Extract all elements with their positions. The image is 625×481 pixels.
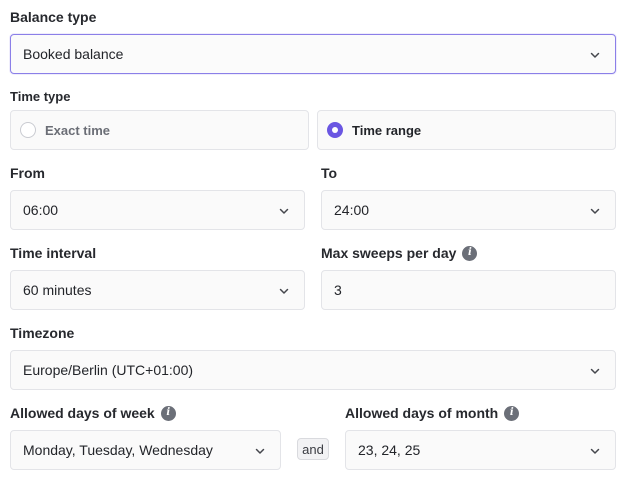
days-of-month-label: Allowed days of month i — [345, 404, 520, 422]
max-sweeps-input[interactable]: 3 — [321, 270, 616, 310]
from-label: From — [10, 164, 45, 182]
max-sweeps-value: 3 — [334, 282, 342, 298]
to-label-text: To — [321, 165, 338, 181]
and-connector-text: and — [302, 441, 324, 457]
radio-time-range[interactable]: Time range — [317, 110, 616, 150]
chevron-down-icon — [589, 205, 601, 217]
max-sweeps-label: Max sweeps per day i — [321, 244, 478, 262]
to-value: 24:00 — [334, 202, 370, 218]
radio-exact-time-label: Exact time — [45, 122, 111, 138]
radio-exact-time[interactable]: Exact time — [10, 110, 309, 150]
days-of-month-label-text: Allowed days of month — [345, 405, 499, 421]
days-of-month-select[interactable]: 23, 24, 25 — [345, 430, 616, 470]
from-label-text: From — [10, 165, 45, 181]
days-of-week-label-text: Allowed days of week — [10, 405, 155, 421]
to-select[interactable]: 24:00 — [321, 190, 616, 230]
to-label: To — [321, 164, 337, 182]
radio-button[interactable] — [20, 122, 36, 138]
days-of-week-value: Monday, Tuesday, Wednesday — [23, 442, 213, 458]
days-of-week-select[interactable]: Monday, Tuesday, Wednesday — [10, 430, 281, 470]
from-select[interactable]: 06:00 — [10, 190, 305, 230]
time-type-label: Time type — [10, 88, 70, 106]
balance-type-label: Balance type — [10, 8, 96, 26]
chevron-down-icon — [589, 445, 601, 457]
time-interval-select[interactable]: 60 minutes — [10, 270, 305, 310]
info-icon[interactable]: i — [462, 245, 478, 261]
timezone-label: Timezone — [10, 324, 74, 342]
timezone-select[interactable]: Europe/Berlin (UTC+01:00) — [10, 350, 616, 390]
time-interval-label: Time interval — [10, 244, 96, 262]
timezone-value: Europe/Berlin (UTC+01:00) — [23, 362, 194, 378]
and-connector-badge: and — [297, 438, 329, 460]
chevron-down-icon — [278, 285, 290, 297]
max-sweeps-label-text: Max sweeps per day — [321, 245, 457, 261]
time-interval-label-text: Time interval — [10, 245, 97, 261]
balance-type-label-text: Balance type — [10, 9, 97, 25]
info-icon[interactable]: i — [504, 405, 520, 421]
chevron-down-icon — [254, 445, 266, 457]
info-icon[interactable]: i — [160, 405, 176, 421]
days-of-week-label: Allowed days of week i — [10, 404, 176, 422]
radio-time-range-label: Time range — [352, 122, 422, 138]
chevron-down-icon — [589, 49, 601, 61]
time-type-label-text: Time type — [10, 89, 71, 104]
days-of-month-value: 23, 24, 25 — [358, 442, 421, 458]
from-value: 06:00 — [23, 202, 59, 218]
timezone-label-text: Timezone — [10, 325, 75, 341]
balance-type-value: Booked balance — [23, 46, 124, 62]
radio-button-checked[interactable] — [327, 122, 343, 138]
chevron-down-icon — [278, 205, 290, 217]
chevron-down-icon — [589, 365, 601, 377]
time-interval-value: 60 minutes — [23, 282, 92, 298]
balance-type-select[interactable]: Booked balance — [10, 34, 616, 74]
